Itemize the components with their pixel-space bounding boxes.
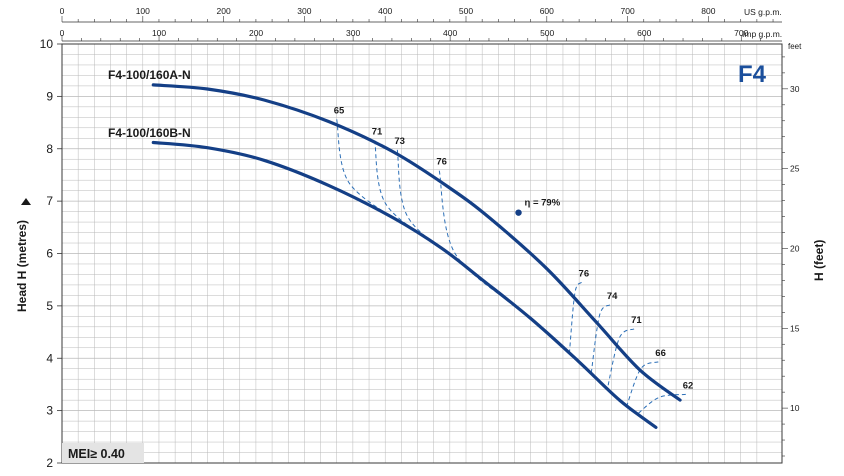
- us-gpm-tick-label: 700: [621, 6, 635, 16]
- y-left-tick-label: 5: [46, 299, 53, 313]
- efficiency-label: 73: [394, 136, 405, 147]
- efficiency-iso-line: [590, 304, 611, 374]
- efficiency-iso-line: [568, 281, 582, 354]
- head-curves: [151, 83, 682, 429]
- imp-gpm-tick-label: 600: [637, 28, 651, 38]
- y-axis-title-left: Head H (metres): [15, 220, 29, 312]
- imp-gpm-tick-label: 200: [249, 28, 263, 38]
- efficiency-label: 62: [683, 380, 694, 391]
- y-left-tick-label: 8: [46, 142, 53, 156]
- y-left-tick-label: 4: [46, 351, 53, 365]
- us-gpm-tick-label: 100: [136, 6, 150, 16]
- efficiency-iso-line: [606, 328, 635, 389]
- y-axis-title-right: H (feet): [812, 240, 826, 281]
- series-label-a: F4-100/160A-N: [108, 68, 191, 82]
- y-left-tick-label: 7: [46, 194, 53, 208]
- top-scale-imp-label: Imp g.p.m.: [742, 29, 782, 39]
- us-gpm-tick-label: 800: [701, 6, 715, 16]
- y-right-tick-label: 20: [790, 243, 800, 253]
- imp-gpm-tick-label: 300: [346, 28, 360, 38]
- us-gpm-tick-label: 400: [378, 6, 392, 16]
- mei-label: MEI≥ 0.40: [68, 447, 125, 461]
- efficiency-label: 71: [372, 126, 383, 137]
- imp-gpm-tick-label: 700: [734, 28, 748, 38]
- efficiency-label: 74: [607, 291, 618, 302]
- imp-gpm-tick-label: 100: [152, 28, 166, 38]
- head-curve-b: [151, 140, 658, 429]
- us-gpm-tick-label: 300: [297, 6, 311, 16]
- y-right-tick-label: 30: [790, 84, 800, 94]
- top-scale-us-label: US g.p.m.: [744, 7, 782, 17]
- imp-gpm-tick-label: 400: [443, 28, 457, 38]
- us-gpm-tick-label: 500: [459, 6, 473, 16]
- best-efficiency-point: [515, 209, 522, 216]
- us-gpm-tick-label: 0: [60, 6, 65, 16]
- y-left-tick-label: 3: [46, 404, 53, 418]
- chart-grid: [61, 43, 783, 464]
- imp-gpm-tick-label: 500: [540, 28, 554, 38]
- efficiency-iso-line: [336, 119, 404, 225]
- efficiency-label: 65: [334, 105, 345, 116]
- y-left-tick-label: 6: [46, 247, 53, 261]
- efficiency-label: 76: [436, 157, 447, 168]
- us-gpm-tick-label: 200: [217, 6, 231, 16]
- chart-badge: F4: [738, 61, 767, 88]
- y-right-tick-label: 10: [790, 403, 800, 413]
- right-axis-unit: feet: [788, 42, 802, 51]
- mei-badge-box: [62, 443, 144, 463]
- y-right-tick-label: 15: [790, 323, 800, 333]
- y-right-tick-label: 25: [790, 164, 800, 174]
- efficiency-label: 66: [655, 348, 666, 359]
- efficiency-label: 71: [631, 315, 642, 326]
- imp-gpm-tick-label: 0: [60, 28, 65, 38]
- us-gpm-tick-label: 600: [540, 6, 554, 16]
- y-left-tick-label: 2: [46, 456, 53, 470]
- efficiency-iso-line: [626, 361, 659, 406]
- y-left-tick-label: 9: [46, 89, 53, 103]
- chart-axes: 0 100 200 300 400 500 600 700 800 0 100 200 300 400 50…: [40, 6, 800, 470]
- best-efficiency-label: η = 79%: [525, 198, 561, 209]
- chart-labels: F4-100/160A-N F4-100/160B-N F4 Head H (m…: [15, 7, 826, 463]
- y-axis-arrow-icon: [21, 198, 31, 205]
- y-left-tick-label: 10: [40, 37, 54, 51]
- series-label-b: F4-100/160B-N: [108, 126, 191, 140]
- efficiency-label: 76: [579, 268, 590, 279]
- head-curve-a: [151, 83, 682, 402]
